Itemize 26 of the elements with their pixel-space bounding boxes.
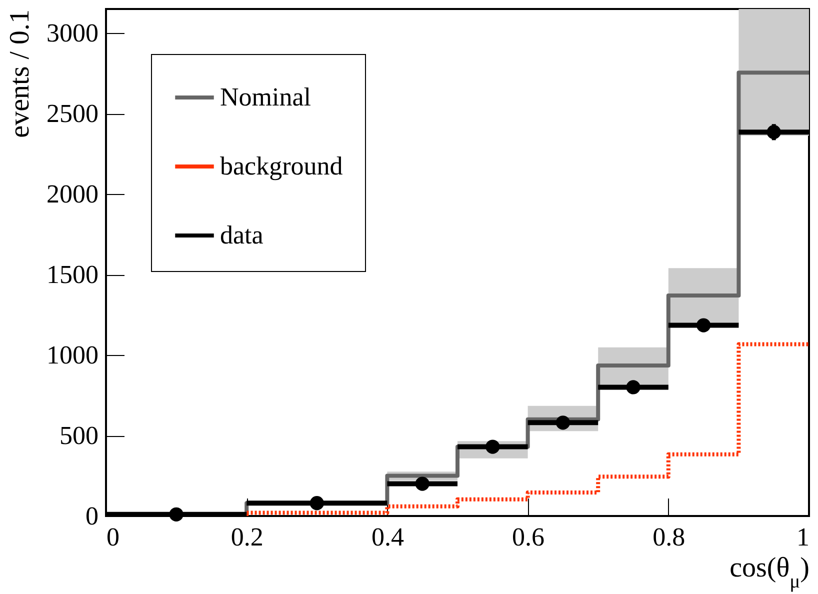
point — [415, 476, 430, 491]
y-tick-label: 3000 — [46, 18, 98, 48]
point — [696, 318, 711, 332]
x-tick-label: 0.2 — [230, 522, 264, 552]
y-tick-label: 1500 — [46, 260, 98, 290]
y-tick-label: 500 — [60, 421, 98, 450]
x-tick-label: 0.6 — [512, 522, 545, 552]
point — [169, 507, 184, 522]
legend-label: Nominal — [220, 82, 311, 112]
y-tick-label: 2500 — [46, 99, 98, 128]
x-tick-label: 1 — [796, 522, 810, 552]
legend-label: background — [220, 152, 343, 180]
y-tick-label: 2000 — [46, 180, 98, 209]
x-tick-label: 0.4 — [371, 522, 404, 552]
legend-label: data — [220, 220, 264, 250]
x-tick-label: 0.8 — [652, 522, 686, 552]
point — [766, 125, 781, 140]
y-axis-title: events / 0.1 — [4, 10, 36, 138]
x-tick-label: 0 — [106, 522, 120, 552]
point — [556, 416, 570, 430]
point — [486, 440, 500, 454]
y-tick-label: 0 — [86, 502, 98, 530]
y-tick-label: 1000 — [46, 340, 98, 370]
x-axis-title: cos(θ$_{μ}$) — [730, 552, 810, 592]
point — [310, 496, 324, 510]
point — [626, 380, 640, 394]
